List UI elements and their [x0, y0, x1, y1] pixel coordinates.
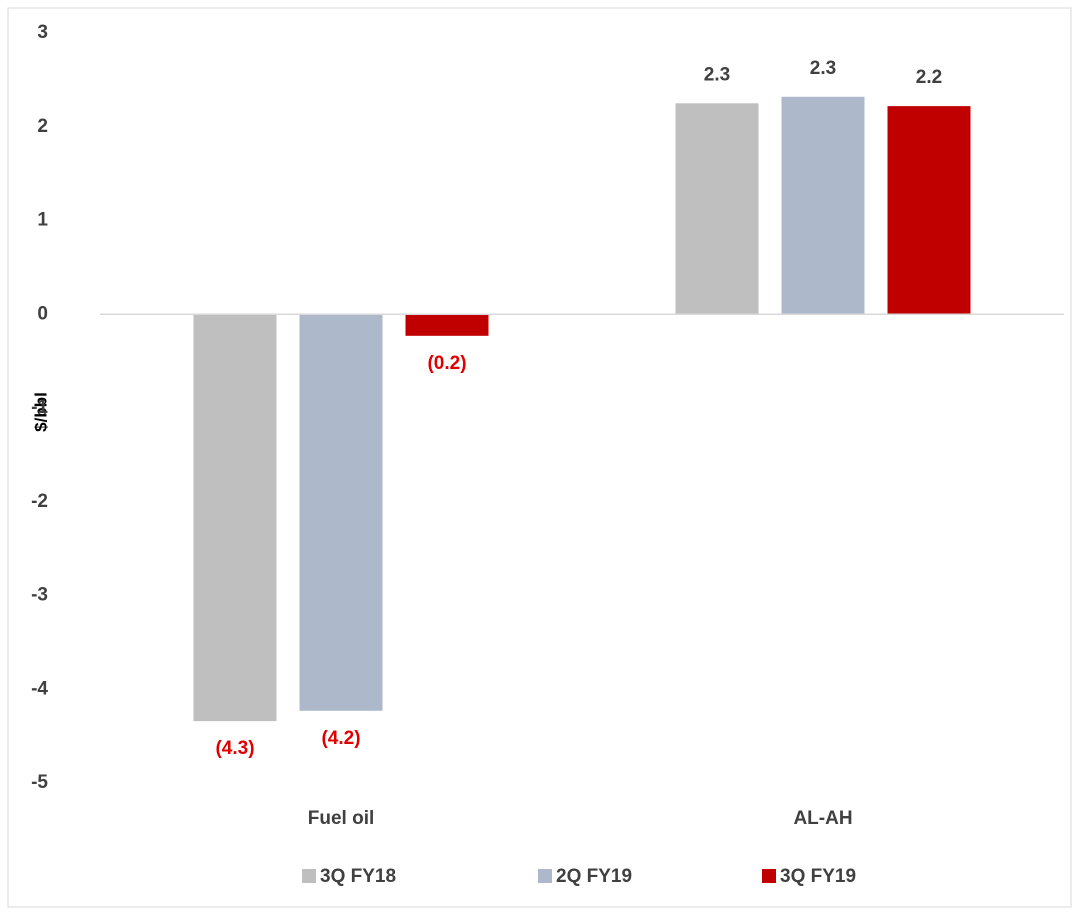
y-tick-label: 2 — [37, 116, 48, 137]
y-tick-label: 1 — [37, 210, 48, 231]
bar — [675, 103, 759, 315]
legend-label: 3Q FY18 — [320, 866, 396, 887]
data-label: 2.3 — [704, 64, 730, 85]
bar — [887, 106, 971, 315]
legend-swatch — [302, 869, 316, 883]
y-tick-label: -3 — [31, 585, 48, 606]
data-label: (4.2) — [321, 728, 360, 749]
data-label: (4.3) — [215, 738, 254, 759]
bar — [299, 314, 383, 711]
bar — [781, 96, 865, 315]
data-label: 2.2 — [916, 67, 942, 88]
y-tick-label: 0 — [37, 303, 48, 324]
y-tick-label: -5 — [31, 772, 48, 793]
data-label: 2.3 — [810, 58, 836, 79]
data-label: (0.2) — [427, 353, 466, 374]
y-tick-label: 3 — [37, 22, 48, 43]
bar — [405, 314, 489, 336]
legend-swatch — [538, 869, 552, 883]
bar — [193, 314, 277, 722]
y-tick-label: -2 — [31, 491, 48, 512]
y-axis-label: $/bbl — [31, 392, 50, 432]
legend-label: 3Q FY19 — [780, 866, 856, 887]
legend-swatch — [762, 869, 776, 883]
x-tick-label: Fuel oil — [308, 808, 375, 829]
legend-label: 2Q FY19 — [556, 866, 632, 887]
y-tick-label: -1 — [31, 397, 48, 418]
x-tick-label: AL-AH — [793, 808, 852, 829]
y-tick-label: -4 — [31, 678, 48, 699]
